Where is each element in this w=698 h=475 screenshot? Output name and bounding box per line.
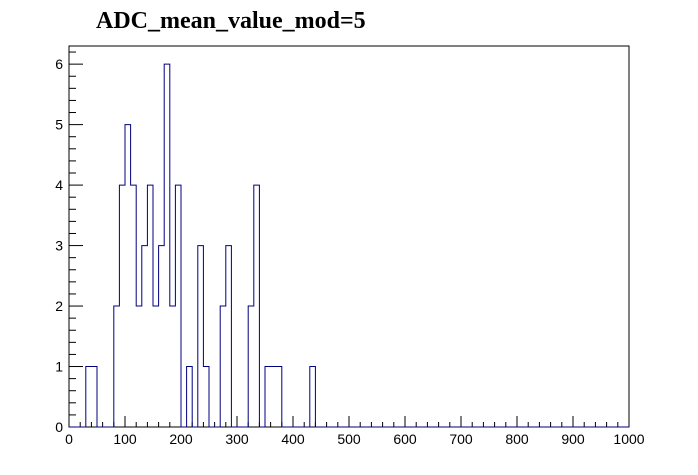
x-tick-label: 300 [225,431,249,447]
histogram-bin [153,306,159,427]
histogram-bin [248,306,254,427]
x-tick-label: 700 [449,431,473,447]
histogram-bin [136,306,142,427]
x-tick-label: 900 [561,431,585,447]
x-tick-label: 100 [113,431,137,447]
y-tick-label: 3 [55,238,63,254]
histogram-bin [159,246,165,427]
histogram-bins [86,64,316,427]
histogram-bin [310,367,316,427]
histogram-bin [170,306,176,427]
histogram-bin [114,306,120,427]
x-tick-label: 600 [393,431,417,447]
histogram-bin [271,367,277,427]
x-tick-label: 200 [169,431,193,447]
histogram-outline [69,63,629,428]
y-tick-label: 1 [55,359,63,375]
y-tick-label: 2 [55,298,63,314]
y-tick-label: 4 [55,177,63,193]
histogram-bin [203,367,209,427]
y-tick-label: 0 [55,419,63,435]
x-tick-label: 400 [281,431,305,447]
histogram-bin [164,64,170,427]
histogram-bin [198,246,204,427]
x-tick-label: 0 [65,431,73,447]
x-tick-label: 1000 [613,431,644,447]
histogram-bin [91,367,97,427]
histogram-bin [142,246,148,427]
tick-labels: 0 100 200 300 400 500 600 700 800 900 1000 0 1 2 3 4 5 6 [55,56,645,447]
histogram-bin [226,246,232,427]
histogram-bin [125,125,131,427]
histogram-bin [254,185,260,427]
y-tick-label: 5 [55,117,63,133]
y-tick-label: 6 [55,56,63,72]
histogram-bin [131,185,137,427]
histogram-bin [187,367,193,427]
histogram-bin [220,306,226,427]
histogram-bin [175,185,181,427]
x-tick-label: 800 [505,431,529,447]
chart-title: ADC_mean_value_mod=5 [96,8,366,34]
histogram-bin [119,185,125,427]
histogram-bin [265,367,271,427]
histogram-bin [276,367,282,427]
axis-ticks [68,51,630,428]
x-tick-label: 500 [337,431,361,447]
histogram-bin [147,185,153,427]
histogram-bin [86,367,92,427]
